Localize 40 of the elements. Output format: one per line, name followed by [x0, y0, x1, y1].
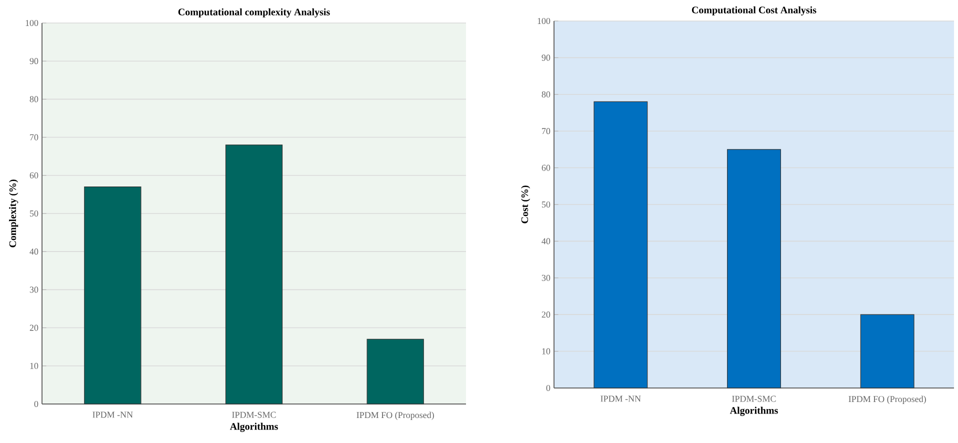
bar [84, 186, 142, 404]
y-tick-label: 40 [30, 248, 38, 255]
y-tick-label: 70 [542, 128, 550, 134]
y-tick-label: 60 [30, 172, 38, 178]
y-tick-label: 0 [546, 384, 550, 392]
y-tick-label: 40 [542, 238, 550, 244]
x-axis-title: Algorithms [230, 422, 278, 432]
y-tick-label: 90 [30, 58, 38, 64]
y-tick-label: 100 [26, 20, 38, 26]
y-tick-label: 100 [538, 18, 550, 24]
y-tick-label: 0 [34, 400, 38, 408]
bar [860, 314, 914, 388]
bar [225, 144, 283, 404]
y-tick-label: 50 [542, 201, 550, 208]
x-tick-label: IPDM FO (Proposed) [848, 396, 926, 404]
y-tick-label: 50 [30, 210, 38, 217]
x-tick-label: IPDM -NN [600, 396, 641, 402]
y-tick-label: 10 [30, 362, 38, 369]
chart-title: Computational Cost Analysis [692, 6, 816, 16]
y-tick-label: 60 [542, 164, 550, 171]
chart-title: Computational complexity Analysis [178, 8, 330, 18]
y-tick-label: 20 [30, 324, 38, 331]
y-tick-label: 70 [30, 134, 38, 140]
x-tick-label: IPDM -NN [92, 412, 133, 418]
y-tick-label: 30 [30, 286, 38, 293]
bar [727, 149, 781, 388]
y-tick-label: 80 [30, 96, 38, 102]
x-axis-title: Algorithms [730, 406, 778, 416]
y-tick-label: 90 [542, 54, 550, 61]
x-tick-label: IPDM-SMC [232, 412, 276, 418]
y-axis-title: Cost (%) [521, 186, 530, 224]
x-tick-label: IPDM-SMC [732, 396, 776, 402]
y-tick-label: 10 [542, 348, 550, 354]
bar [594, 101, 648, 388]
bar [366, 338, 424, 404]
x-tick-label: IPDM FO (Proposed) [356, 412, 434, 420]
y-tick-label: 30 [542, 274, 550, 281]
y-tick-label: 80 [542, 91, 550, 98]
y-axis-title: Complexity (%) [9, 180, 18, 248]
y-tick-label: 20 [542, 312, 550, 318]
